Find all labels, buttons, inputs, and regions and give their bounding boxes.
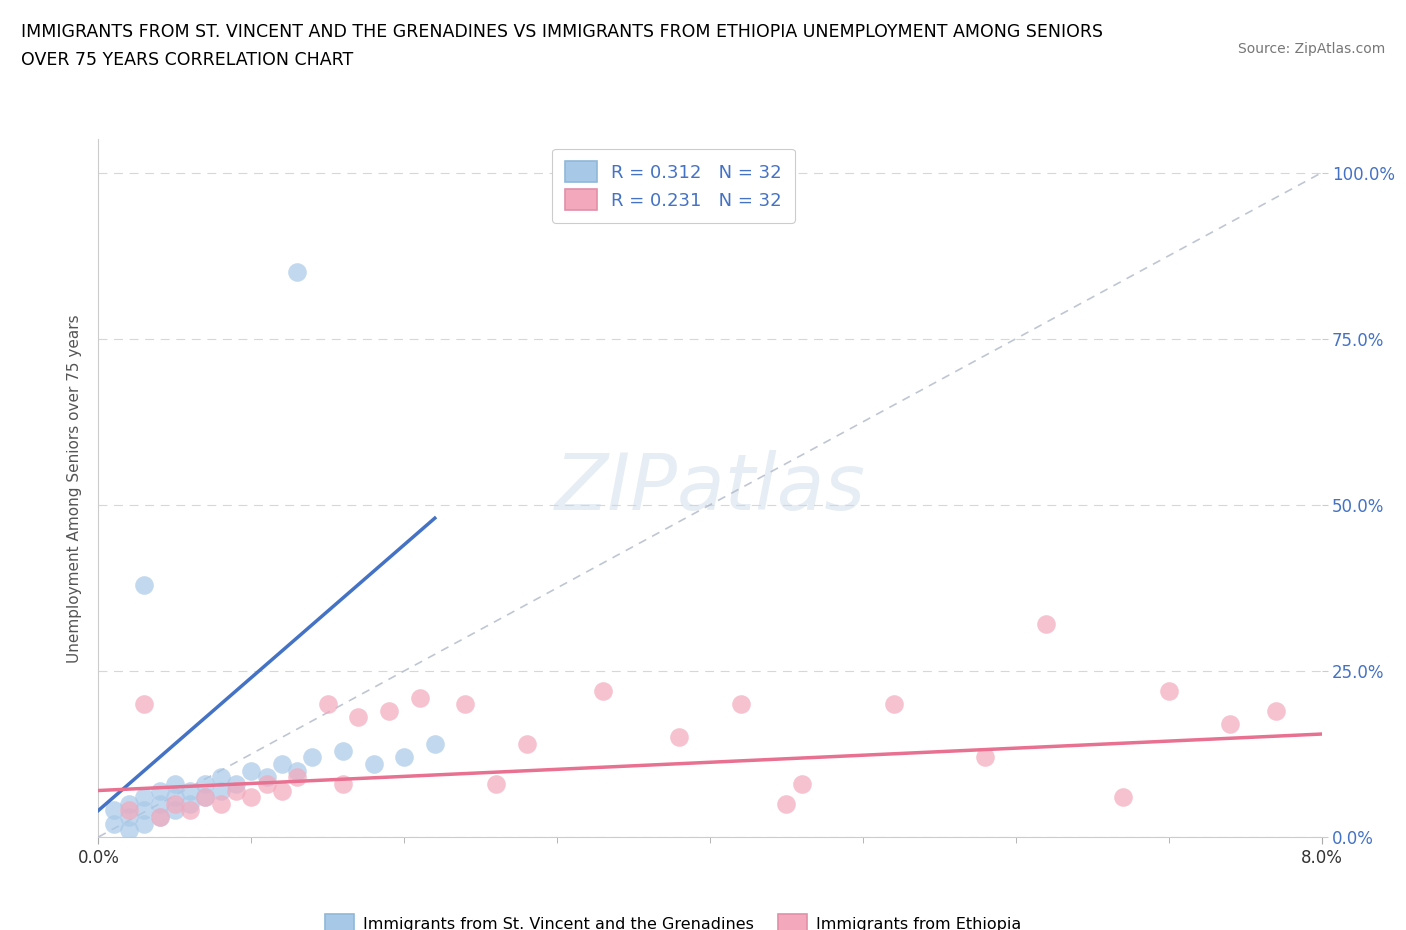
Point: [270, 783, 294, 798]
Point: [516, 737, 538, 751]
Point: [454, 697, 477, 711]
Point: [301, 750, 323, 764]
Point: [316, 697, 339, 711]
Point: [163, 796, 186, 811]
Point: [790, 777, 813, 791]
Point: [775, 796, 797, 811]
Point: [730, 697, 752, 711]
Point: [163, 803, 186, 817]
Point: [118, 823, 141, 838]
Text: Source: ZipAtlas.com: Source: ZipAtlas.com: [1237, 42, 1385, 56]
Text: IMMIGRANTS FROM ST. VINCENT AND THE GRENADINES VS IMMIGRANTS FROM ETHIOPIA UNEMP: IMMIGRANTS FROM ST. VINCENT AND THE GREN…: [21, 23, 1104, 41]
Point: [149, 810, 172, 825]
Point: [179, 796, 201, 811]
Text: ZIPatlas: ZIPatlas: [554, 450, 866, 526]
Point: [194, 790, 217, 804]
Point: [974, 750, 997, 764]
Point: [392, 750, 416, 764]
Point: [256, 777, 278, 791]
Point: [285, 770, 308, 785]
Point: [149, 783, 172, 798]
Point: [134, 803, 156, 817]
Point: [134, 817, 156, 831]
Point: [163, 790, 186, 804]
Point: [485, 777, 508, 791]
Point: [1035, 617, 1057, 631]
Point: [240, 764, 263, 778]
Point: [134, 790, 156, 804]
Point: [118, 803, 141, 817]
Point: [149, 810, 172, 825]
Point: [285, 265, 308, 280]
Point: [668, 730, 690, 745]
Point: [118, 796, 141, 811]
Point: [256, 770, 278, 785]
Point: [209, 783, 232, 798]
Point: [194, 790, 217, 804]
Point: [225, 783, 247, 798]
Point: [285, 764, 308, 778]
Point: [1112, 790, 1135, 804]
Point: [332, 743, 354, 758]
Point: [363, 756, 385, 771]
Point: [118, 810, 141, 825]
Point: [270, 756, 294, 771]
Point: [1219, 717, 1241, 732]
Point: [1264, 703, 1286, 718]
Point: [883, 697, 905, 711]
Point: [592, 684, 614, 698]
Point: [149, 796, 172, 811]
Point: [103, 803, 125, 817]
Point: [225, 777, 247, 791]
Point: [408, 690, 430, 705]
Point: [134, 697, 156, 711]
Text: OVER 75 YEARS CORRELATION CHART: OVER 75 YEARS CORRELATION CHART: [21, 51, 353, 69]
Point: [332, 777, 354, 791]
Point: [240, 790, 263, 804]
Point: [347, 710, 370, 724]
Point: [209, 770, 232, 785]
Point: [194, 777, 217, 791]
Point: [209, 796, 232, 811]
Legend: Immigrants from St. Vincent and the Grenadines, Immigrants from Ethiopia: Immigrants from St. Vincent and the Gren…: [319, 908, 1028, 930]
Y-axis label: Unemployment Among Seniors over 75 years: Unemployment Among Seniors over 75 years: [67, 314, 83, 662]
Point: [423, 737, 446, 751]
Point: [134, 578, 156, 592]
Point: [163, 777, 186, 791]
Point: [378, 703, 401, 718]
Point: [179, 803, 201, 817]
Point: [1157, 684, 1180, 698]
Point: [179, 783, 201, 798]
Point: [103, 817, 125, 831]
